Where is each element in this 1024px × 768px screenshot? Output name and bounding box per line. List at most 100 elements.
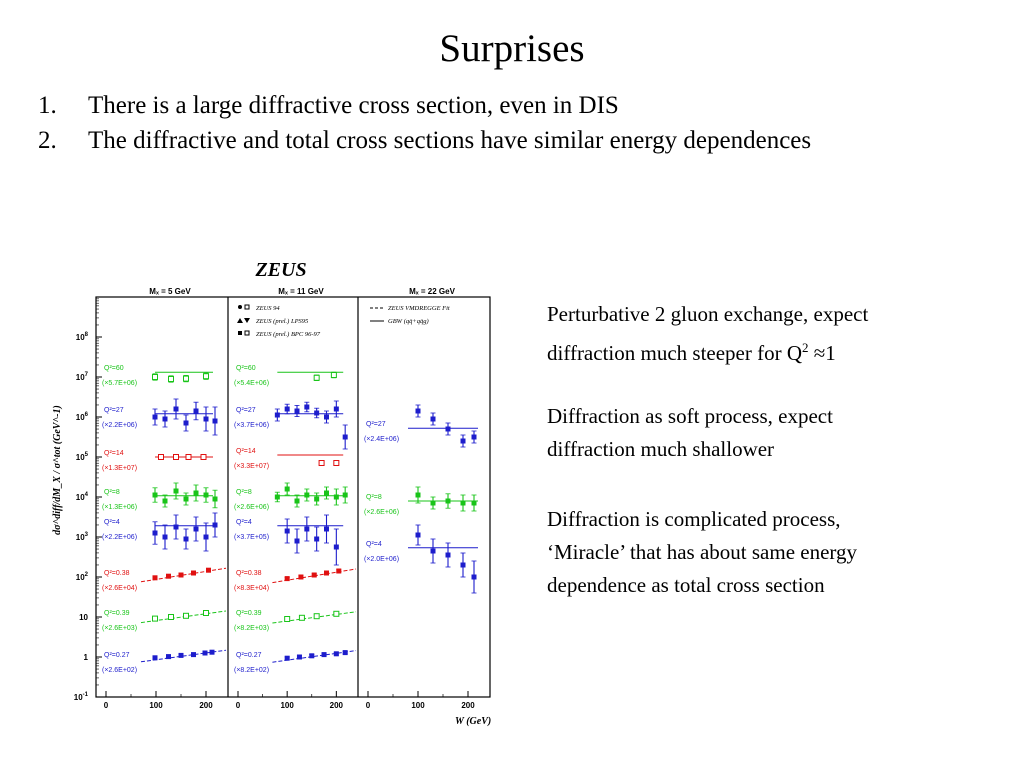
note-line: Perturbative 2 gluon exchange, expect — [547, 302, 869, 326]
panel-title: Mₓ = 11 GeV — [278, 287, 324, 296]
data-point — [324, 570, 329, 576]
note-line: ‘Miracle’ that has about same energy — [547, 540, 858, 564]
data-point — [460, 438, 466, 444]
data-point — [445, 498, 451, 504]
q2-label: Q²=8 — [104, 489, 120, 496]
data-point — [298, 574, 304, 580]
series-red: Q²=14 (×3.3E+07) — [234, 448, 344, 470]
series-blue: Q²=0.27 (×8.2E+02) — [234, 650, 357, 674]
data-point — [178, 652, 184, 658]
y-tick-label: 103 — [76, 532, 89, 542]
data-point — [318, 460, 325, 466]
data-point — [471, 434, 477, 440]
series-blue: Q²=4 (×3.7E+05) — [234, 514, 344, 566]
data-point — [152, 530, 158, 536]
data-point — [445, 426, 451, 432]
x-tick-label: 100 — [149, 701, 163, 710]
series-green: Q²=0.39 (×2.6E+03) — [102, 610, 227, 632]
data-point — [333, 494, 339, 500]
data-point — [284, 576, 290, 582]
series-green: Q²=8 (×2.6E+06) — [234, 482, 348, 511]
data-point — [203, 416, 209, 422]
legend-label: ZEUS VMDREGGE Fit — [388, 305, 450, 312]
data-point — [173, 454, 179, 460]
data-point — [152, 575, 158, 581]
data-point — [152, 492, 158, 498]
legend-marker — [238, 331, 242, 335]
data-point — [284, 406, 290, 412]
data-point — [311, 572, 317, 578]
data-point — [333, 651, 339, 657]
q2-label: Q²=0.39 — [236, 610, 262, 617]
legend-marker — [244, 330, 250, 336]
q2-label: Q²=4 — [236, 519, 252, 526]
x-tick-label: 0 — [236, 701, 241, 710]
legend-marker — [244, 318, 250, 323]
slide-title: Surprises — [439, 27, 585, 70]
x-tick-label: 200 — [461, 701, 475, 710]
data-point — [206, 567, 211, 573]
data-point — [173, 488, 179, 494]
legend-marker — [237, 318, 243, 323]
data-point — [314, 410, 320, 416]
data-point — [460, 562, 466, 568]
x-tick-label: 100 — [280, 701, 294, 710]
y-tick-label: 106 — [76, 412, 89, 422]
note-line: diffraction much shallower — [547, 437, 775, 461]
q2-label: Q²=4 — [366, 541, 382, 548]
data-point — [324, 490, 329, 496]
data-point — [415, 408, 421, 414]
legend-label: ZEUS (prel.) LPS95 — [256, 318, 309, 325]
legend-label: ZEUS (prel.) BPC 96-97 — [256, 331, 321, 338]
x-tick-label: 100 — [411, 701, 425, 710]
scale-factor-label: (×2.4E+06) — [364, 436, 399, 443]
data-point — [178, 572, 184, 578]
data-point — [166, 654, 171, 660]
scale-factor-label: (×3.3E+07) — [234, 463, 269, 470]
data-point — [284, 528, 290, 534]
data-point — [203, 534, 209, 540]
data-point — [162, 416, 168, 422]
series-green: Q²=8 (×2.6E+06) — [364, 486, 478, 516]
data-point — [313, 613, 320, 620]
data-point — [168, 376, 174, 382]
data-point — [166, 573, 171, 579]
series-blue: Q²=4 (×2.2E+06) — [102, 512, 218, 552]
data-point — [152, 414, 158, 420]
list-item-number: 1. — [38, 92, 57, 119]
note-perturbative: Perturbative 2 gluon exchange, expect di… — [547, 298, 1007, 370]
q2-label: Q²=0.38 — [104, 570, 130, 577]
y-tick-label: 102 — [76, 572, 89, 582]
series-red: Q²=0.38 (×8.3E+04) — [234, 568, 357, 592]
series-red: Q²=14 (×1.3E+07) — [102, 450, 213, 472]
plot-frames: 10-1 1 10 102 103 104 105 106 107 108 Mₓ = 5 GeV 0 1… — [74, 287, 491, 710]
scale-factor-label: (×8.2E+03) — [234, 625, 269, 632]
data-point — [471, 574, 477, 580]
data-point — [203, 610, 209, 616]
legend-label: ZEUS 94 — [256, 305, 280, 312]
data-point — [191, 570, 196, 576]
x-tick-label: 200 — [199, 701, 213, 710]
data-point — [342, 434, 348, 440]
q2-label: Q²=0.27 — [236, 652, 262, 659]
y-axis-label: dσ^diff/dM_X / σ^tot (GeV^-1) — [52, 405, 63, 535]
data-point — [298, 614, 305, 621]
data-point — [471, 500, 477, 506]
data-point — [294, 498, 300, 504]
note-line: diffraction much steeper for Q2 ≈1 — [547, 340, 836, 365]
chart-legend: ZEUS 94 ZEUS (prel.) LPS95 ZEUS (prel.) BP… — [237, 304, 450, 338]
data-point — [212, 522, 218, 528]
note-line: Diffraction as soft process, expect — [547, 404, 833, 428]
q2-label: Q²=8 — [236, 489, 252, 496]
data-point — [445, 552, 451, 558]
scale-factor-label: (×2.6E+06) — [364, 509, 399, 516]
data-point — [460, 500, 466, 506]
data-point — [193, 408, 199, 414]
note-complicated: Diffraction is complicated process, ‘Mir… — [547, 503, 1007, 602]
chart-title: ZEUS — [254, 259, 306, 281]
data-point — [152, 374, 158, 380]
q2-label: Q²=0.27 — [104, 652, 130, 659]
scale-factor-label: (×2.6E+04) — [102, 585, 137, 592]
q2-label: Q²=60 — [104, 365, 124, 372]
